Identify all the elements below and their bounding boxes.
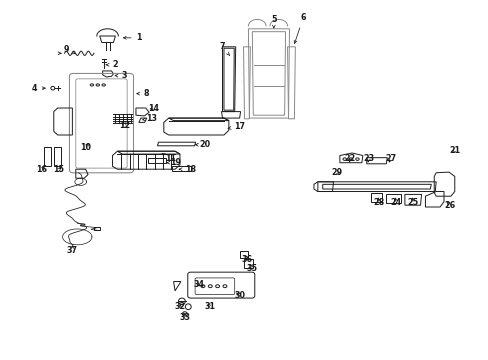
Text: 7: 7	[219, 42, 229, 56]
Text: 16: 16	[36, 165, 47, 174]
Text: 15: 15	[53, 165, 64, 174]
Text: 8: 8	[137, 89, 149, 98]
Text: 2: 2	[106, 60, 118, 69]
Text: 20: 20	[195, 140, 210, 149]
Text: 29: 29	[331, 168, 342, 177]
Text: 36: 36	[241, 255, 252, 264]
Text: 33: 33	[179, 313, 190, 322]
Text: 5: 5	[270, 15, 276, 28]
Text: 21: 21	[448, 146, 459, 155]
Text: 17: 17	[228, 122, 244, 131]
Text: 12: 12	[119, 122, 130, 130]
Text: 32: 32	[174, 302, 185, 311]
Bar	[44, 147, 51, 166]
Text: 4: 4	[31, 84, 45, 93]
Text: 25: 25	[407, 198, 418, 207]
Bar	[54, 147, 61, 166]
Text: 26: 26	[444, 201, 454, 210]
Text: 37: 37	[67, 246, 78, 255]
Text: 11: 11	[162, 153, 176, 163]
Text: 3: 3	[115, 71, 127, 80]
Text: 34: 34	[193, 280, 204, 289]
Text: 31: 31	[204, 302, 215, 311]
Text: 13: 13	[142, 114, 157, 123]
Text: 18: 18	[179, 165, 196, 174]
Text: 30: 30	[234, 291, 244, 300]
Text: 19: 19	[167, 158, 181, 167]
Text: 28: 28	[372, 198, 384, 207]
Text: 14: 14	[148, 104, 159, 112]
Text: 35: 35	[246, 264, 257, 273]
Text: 23: 23	[363, 154, 374, 163]
Text: 27: 27	[385, 154, 396, 163]
Text: 10: 10	[80, 143, 91, 152]
Text: 22: 22	[343, 154, 355, 163]
Text: 1: 1	[123, 33, 142, 42]
Text: 24: 24	[390, 198, 401, 207]
Bar	[239, 251, 248, 258]
Bar	[243, 259, 253, 268]
Text: 6: 6	[294, 13, 305, 43]
Text: 9: 9	[63, 45, 75, 54]
